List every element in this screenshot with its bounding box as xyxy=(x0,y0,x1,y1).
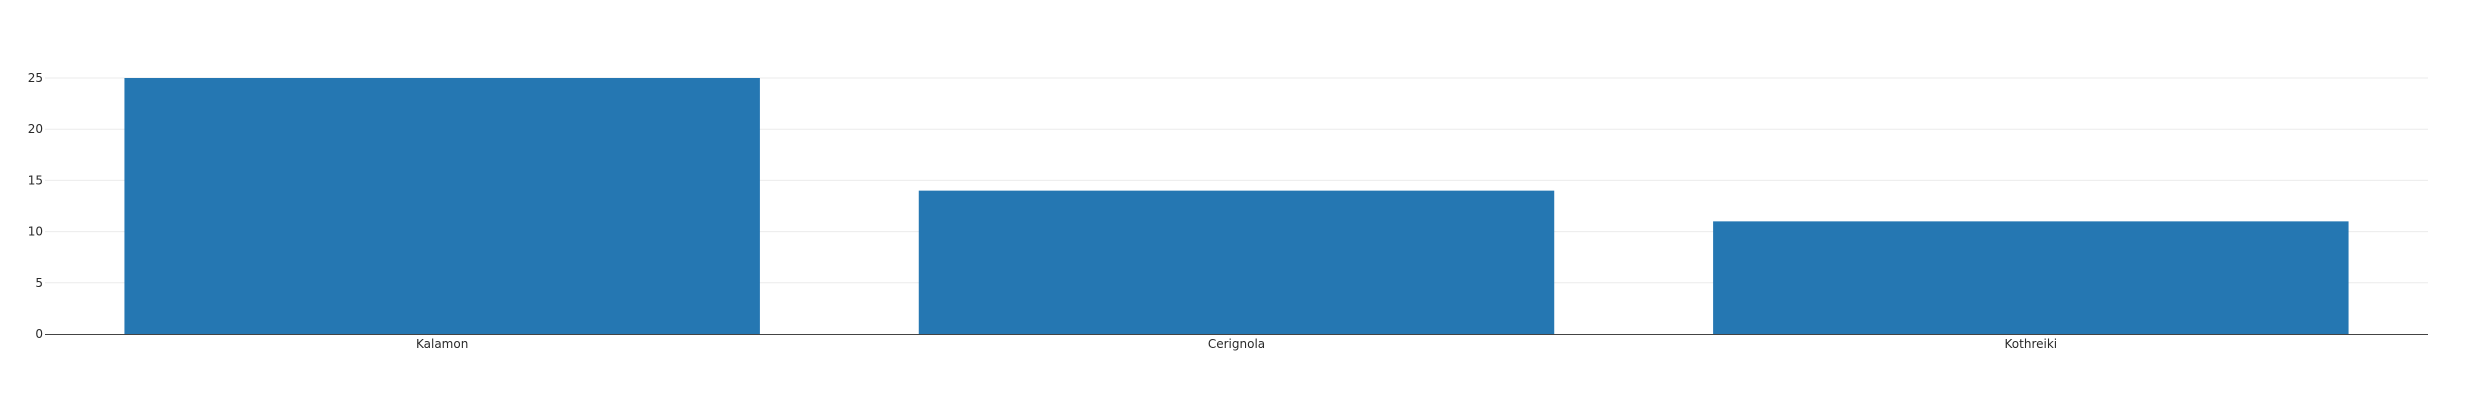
x-tick-label: Kalamon xyxy=(416,337,468,351)
bars xyxy=(124,78,2349,334)
bar-cerignola[interactable] xyxy=(918,190,1555,334)
bar-kothreiki[interactable] xyxy=(1713,221,2349,334)
y-tick-label: 25 xyxy=(28,71,43,85)
y-tick-label: 5 xyxy=(35,276,43,290)
y-tick-label: 20 xyxy=(28,122,43,136)
x-tick-label: Kothreiki xyxy=(2005,337,2058,351)
x-axis-ticks: Kalamon Cerignola Kothreiki xyxy=(416,337,2057,351)
x-tick-label: Cerignola xyxy=(1208,337,1265,351)
y-tick-label: 15 xyxy=(28,173,43,187)
y-tick-label: 0 xyxy=(35,327,43,341)
y-axis-ticks: 0 5 10 15 20 25 xyxy=(28,71,43,341)
y-tick-label: 10 xyxy=(28,225,43,239)
bar-kalamon[interactable] xyxy=(124,78,760,334)
